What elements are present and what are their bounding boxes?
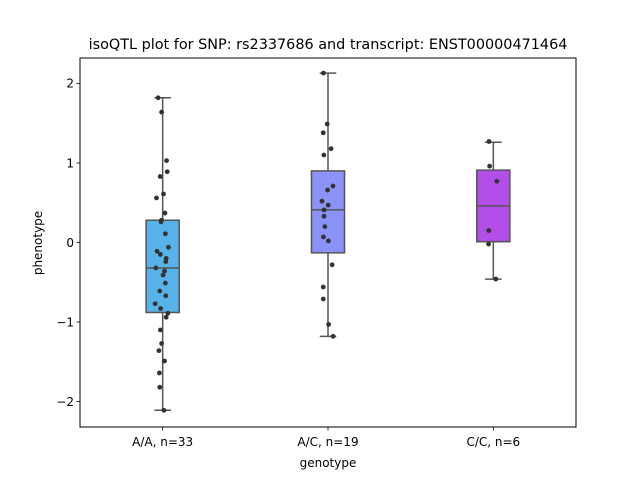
data-point-1-5: [330, 183, 336, 189]
data-point-1-11: [322, 224, 328, 229]
data-point-0-29: [162, 358, 167, 364]
data-point-0-24: [163, 314, 169, 320]
data-point-0-21: [163, 293, 169, 299]
box-0: [145, 219, 180, 314]
data-point-1-0: [321, 70, 326, 76]
data-point-2-3: [486, 228, 492, 233]
data-point-1-7: [319, 198, 325, 204]
data-point-0-18: [160, 272, 166, 278]
data-point-0-5: [161, 191, 166, 197]
data-point-0-32: [161, 407, 167, 413]
x-axis-title: genotype: [300, 456, 357, 470]
x-tick-label-0: A/A, n=33: [132, 435, 193, 449]
data-point-0-17: [162, 268, 167, 274]
data-point-0-7: [162, 210, 168, 216]
data-point-2-2: [494, 178, 500, 184]
box-group-1: [310, 70, 346, 339]
data-point-0-20: [157, 288, 163, 294]
data-point-0-1: [159, 109, 165, 115]
data-point-0-19: [162, 280, 168, 286]
data-point-0-11: [166, 244, 171, 250]
data-point-0-6: [154, 195, 159, 201]
data-point-2-1: [487, 163, 493, 169]
data-point-2-5: [493, 276, 499, 282]
data-point-0-22: [152, 301, 158, 307]
data-point-0-4: [157, 174, 163, 179]
data-point-1-16: [320, 296, 326, 302]
data-point-0-25: [165, 310, 171, 316]
data-point-0-12: [154, 248, 160, 254]
data-point-0-9: [158, 219, 164, 225]
data-point-0-23: [158, 306, 164, 311]
data-point-1-3: [320, 130, 326, 136]
data-point-1-18: [330, 333, 336, 339]
data-point-2-4: [486, 241, 491, 247]
chart-title: isoQTL plot for SNP: rs2337686 and trans…: [89, 37, 568, 53]
data-point-0-26: [157, 327, 163, 333]
data-point-1-17: [326, 322, 332, 327]
data-point-1-13: [326, 238, 331, 244]
x-tick-label-1: A/C, n=19: [297, 435, 358, 449]
y-tick-label-4: 2: [66, 77, 74, 91]
data-point-1-14: [329, 262, 335, 268]
y-tick-label-1: −1: [56, 315, 74, 329]
data-point-1-2: [328, 146, 334, 152]
box-group-0: [145, 95, 180, 413]
data-point-0-15: [163, 259, 169, 264]
y-tick-label-3: 1: [66, 156, 74, 170]
data-point-1-9: [321, 207, 327, 213]
data-point-0-0: [155, 95, 161, 101]
data-point-1-12: [321, 234, 326, 240]
data-point-0-30: [156, 370, 162, 376]
data-point-2-0: [486, 139, 492, 144]
data-point-1-15: [320, 284, 326, 290]
data-point-1-1: [324, 121, 330, 127]
data-point-0-13: [157, 252, 163, 257]
data-point-1-6: [325, 187, 330, 193]
box-group-2: [476, 139, 511, 282]
data-point-0-31: [157, 384, 163, 390]
data-point-1-8: [325, 202, 331, 208]
y-tick-label-0: −2: [56, 395, 74, 409]
x-tick-label-2: C/C, n=6: [466, 435, 520, 449]
y-tick-label-2: 0: [66, 236, 74, 250]
data-point-0-27: [159, 341, 165, 346]
data-point-0-16: [153, 265, 159, 271]
data-point-0-10: [162, 231, 168, 237]
data-point-0-2: [164, 158, 169, 163]
y-axis-title: phenotype: [31, 211, 45, 275]
data-point-1-4: [321, 152, 327, 158]
data-point-0-28: [156, 348, 162, 354]
data-point-0-3: [164, 169, 170, 175]
data-point-1-10: [321, 213, 327, 219]
